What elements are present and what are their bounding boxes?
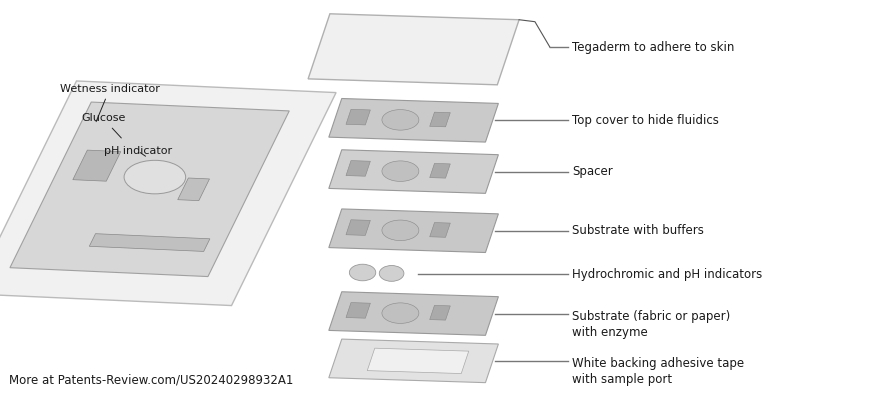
Ellipse shape	[124, 160, 186, 194]
Polygon shape	[329, 292, 498, 335]
Polygon shape	[429, 164, 451, 178]
Polygon shape	[178, 178, 209, 201]
Text: Substrate (fabric or paper)
with enzyme: Substrate (fabric or paper) with enzyme	[572, 310, 730, 339]
Polygon shape	[346, 161, 370, 176]
Polygon shape	[429, 223, 451, 237]
Polygon shape	[346, 220, 370, 235]
Text: Substrate with buffers: Substrate with buffers	[572, 224, 704, 237]
Text: Top cover to hide fluidics: Top cover to hide fluidics	[572, 114, 719, 127]
Polygon shape	[329, 150, 498, 193]
Ellipse shape	[382, 110, 419, 130]
Text: pH indicator: pH indicator	[104, 146, 172, 156]
Ellipse shape	[349, 264, 376, 281]
Text: Hydrochromic and pH indicators: Hydrochromic and pH indicators	[572, 267, 762, 280]
Polygon shape	[308, 14, 519, 85]
Polygon shape	[367, 348, 469, 374]
Text: Spacer: Spacer	[572, 165, 612, 178]
Polygon shape	[73, 150, 121, 181]
Text: More at Patents-Review.com/US20240298932A1: More at Patents-Review.com/US20240298932…	[9, 374, 293, 386]
Polygon shape	[0, 81, 336, 306]
Polygon shape	[329, 339, 498, 383]
Polygon shape	[329, 209, 498, 252]
Ellipse shape	[382, 303, 419, 324]
Polygon shape	[10, 102, 290, 276]
Polygon shape	[346, 303, 370, 318]
Polygon shape	[346, 109, 370, 125]
Text: Glucose: Glucose	[81, 113, 125, 138]
Ellipse shape	[379, 265, 404, 281]
Ellipse shape	[382, 161, 419, 181]
Polygon shape	[89, 234, 210, 252]
Polygon shape	[429, 112, 451, 127]
Polygon shape	[429, 305, 451, 320]
Text: Tegaderm to adhere to skin: Tegaderm to adhere to skin	[572, 41, 735, 54]
Text: White backing adhesive tape
with sample port: White backing adhesive tape with sample …	[572, 357, 744, 386]
Polygon shape	[329, 98, 498, 142]
Ellipse shape	[382, 220, 419, 241]
Text: Wetness indicator: Wetness indicator	[60, 84, 159, 122]
